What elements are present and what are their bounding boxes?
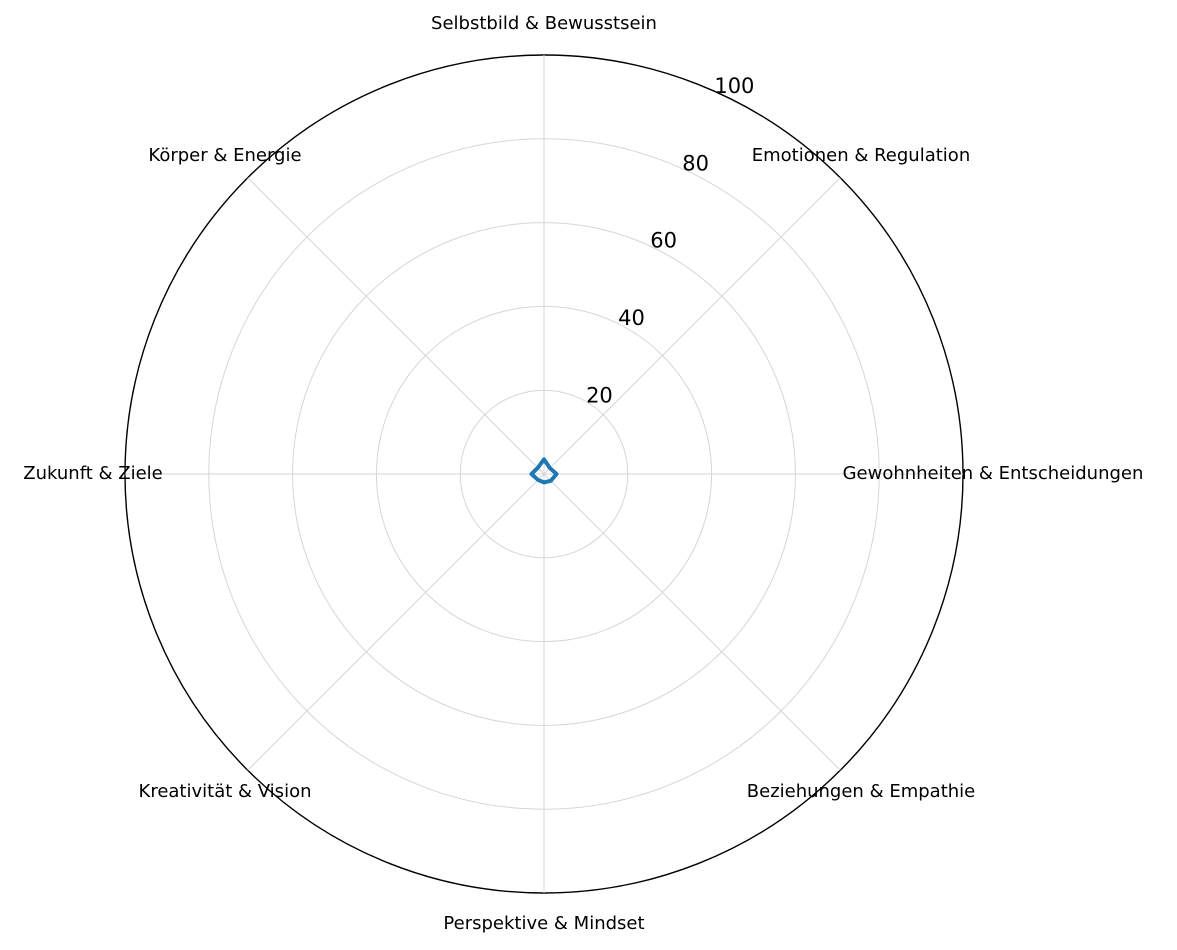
series-point-0-2 [555,473,558,475]
series-point-0-1 [549,467,551,469]
series-point-0-4 [543,481,545,483]
radial-tick-label-80: 80 [682,151,709,175]
axis-spoke-1 [543,177,841,475]
series-point-0-0 [543,458,545,460]
axis-spoke-5 [247,473,545,771]
series-point-0-3 [550,480,552,482]
axis-spoke-7 [247,177,545,475]
category-label-4: Perspektive & Mindset [443,913,644,934]
radial-tick-label-100: 100 [714,74,754,98]
tick-layer: 20 40 60 80 100 [586,74,754,408]
series-layer [529,457,559,485]
radial-tick-label-40: 40 [618,306,645,330]
spoke-layer [125,55,963,893]
series-point-0-5 [537,479,539,481]
category-label-1: Emotionen & Regulation [752,145,970,166]
category-label-2: Gewohnheiten & Entscheidungen [843,463,1144,484]
series-point-0-7 [537,467,539,469]
category-label-7: Körper & Energie [148,145,301,166]
radial-tick-label-60: 60 [650,229,677,253]
series-point-0-6 [530,473,533,475]
radial-tick-label-20: 20 [586,384,613,408]
label-layer: Selbstbild & Bewusstsein Emotionen & Regu… [23,13,1143,934]
category-label-0: Selbstbild & Bewusstsein [431,13,657,34]
category-label-5: Kreativität & Vision [139,781,312,802]
axis-spoke-3 [543,473,841,771]
category-label-6: Zukunft & Ziele [23,463,162,484]
category-label-3: Beziehungen & Empathie [747,781,975,802]
